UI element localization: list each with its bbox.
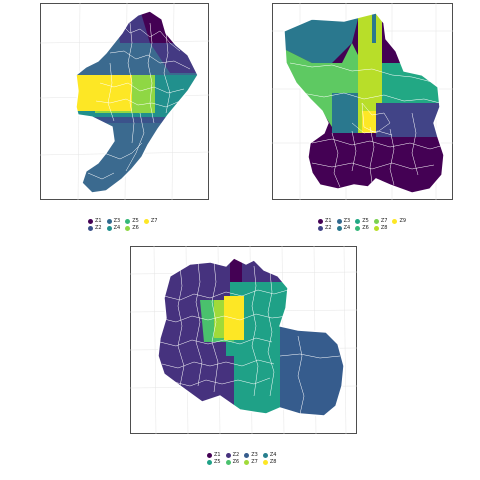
legend-item: Z1 [88,218,102,224]
legend-label: Z4 [113,225,121,231]
legend-swatch [225,452,231,458]
legend-item: Z3 [106,218,121,224]
legend-item: Z7 [143,218,158,224]
legend-row: Z1 Z2 Z3 Z4 [207,452,276,458]
legend-item: Z6 [125,225,139,231]
legend-item: Z6 [225,459,240,465]
legend-label: Z1 [325,218,332,224]
map-panel-2 [272,3,454,200]
legend-item: Z1 [207,452,221,458]
legend-swatch [336,218,342,224]
map-3-district-borders [159,261,341,415]
map-panel-1 [40,3,210,200]
legend-swatch [207,452,212,458]
legend-label: Z3 [343,218,351,224]
legend-label: Z2 [232,452,240,458]
legend-label: Z6 [232,459,240,465]
legend-item: Z5 [125,218,139,224]
legend-swatch [373,218,379,224]
legend-label: Z5 [214,459,221,465]
legend-swatch [125,225,131,231]
legend-label: Z1 [95,218,102,224]
legend-swatch [225,459,231,465]
legend-item: Z7 [244,459,258,465]
map-3-canvas [130,246,358,435]
map-2-outline [283,12,445,194]
map-1-district-borders [87,22,191,180]
legend-label: Z7 [380,218,388,224]
map-1-outline [75,10,199,194]
legend-row: Z2 Z4 Z6 Z8 [318,225,406,231]
legend-label: Z1 [214,452,221,458]
legend-item: Z3 [244,452,258,458]
legend-swatch [106,225,112,231]
legend-label: Z2 [325,225,332,231]
legend-label: Z7 [251,459,258,465]
legend-row: Z1 Z3 Z5 Z7 Z9 [318,218,406,224]
legend-item: Z2 [88,225,102,231]
legend-item: Z2 [225,452,240,458]
map-3-outline [157,257,345,417]
legend-label: Z6 [362,225,369,231]
legend-item: Z6 [355,225,369,231]
legend-item: Z8 [262,459,277,465]
legend-row: Z5 Z6 Z7 Z8 [207,459,276,465]
legend-item: Z4 [336,225,351,231]
legend-label: Z8 [269,459,277,465]
map-1-legend: Z1 Z3 Z5 Z7 Z2 Z4 Z6 [88,218,157,231]
legend-item: Z4 [262,452,277,458]
legend-label: Z2 [95,225,102,231]
legend-label: Z4 [269,452,277,458]
map-3-legend: Z1 Z2 Z3 Z4 Z5 Z6 Z7 Z8 [207,452,276,465]
legend-swatch [262,452,268,458]
map-2-canvas [272,3,453,200]
legend-label: Z7 [150,218,158,224]
legend-swatch [262,459,268,465]
legend-label: Z6 [132,225,139,231]
legend-swatch [88,225,93,231]
legend-item: Z4 [106,225,121,231]
legend-swatch [355,225,361,231]
legend-swatch [373,225,379,231]
legend-swatch [355,218,361,224]
legend-item: Z9 [392,218,406,224]
map-1-canvas [40,3,210,200]
legend-item: Z5 [355,218,369,224]
legend-label: Z5 [362,218,369,224]
legend-row: Z1 Z3 Z5 Z7 [88,218,157,224]
legend-swatch [207,459,212,465]
legend-label: Z9 [399,218,407,224]
legend-item: Z7 [373,218,388,224]
legend-swatch [88,218,93,224]
legend-item: Z3 [336,218,351,224]
legend-label: Z3 [251,452,258,458]
legend-swatch [244,459,250,465]
map-2-legend: Z1 Z3 Z5 Z7 Z9 Z2 Z4 Z6 Z8 [318,218,406,231]
legend-label: Z5 [132,218,139,224]
legend-item: Z1 [318,218,332,224]
legend-swatch [318,218,323,224]
map-2-district-borders [289,62,444,188]
legend-label: Z8 [380,225,388,231]
legend-label: Z4 [343,225,351,231]
legend-item: Z5 [207,459,221,465]
legend-swatch [318,225,323,231]
legend-swatch [336,225,342,231]
legend-row: Z2 Z4 Z6 [88,225,157,231]
legend-item: Z8 [373,225,388,231]
legend-item: Z2 [318,225,332,231]
legend-swatch [244,452,250,458]
legend-label: Z3 [113,218,121,224]
legend-swatch [125,218,131,224]
legend-swatch [143,218,149,224]
map-panel-3 [130,246,358,438]
legend-swatch [392,218,398,224]
legend-swatch [106,218,112,224]
